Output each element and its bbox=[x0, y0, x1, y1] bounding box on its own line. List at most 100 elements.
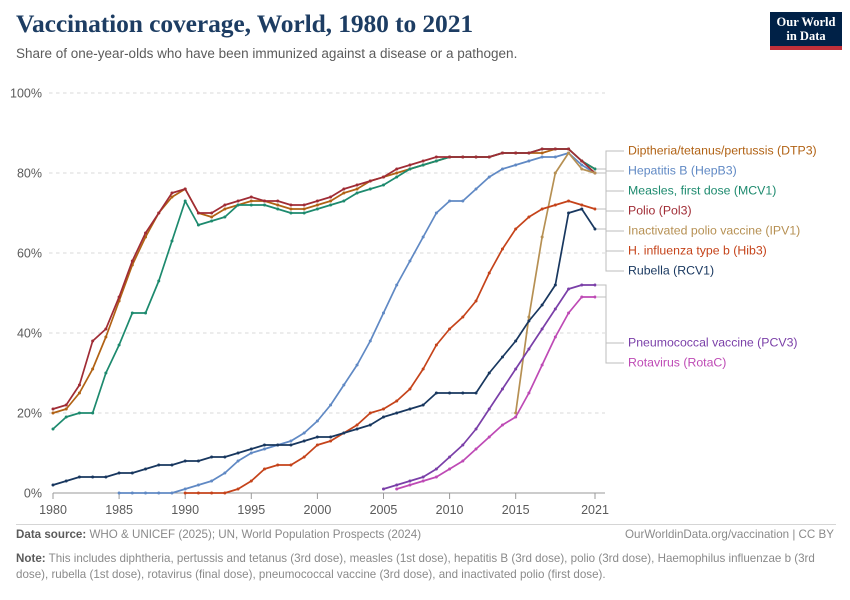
data-point[interactable] bbox=[527, 215, 531, 219]
data-point[interactable] bbox=[223, 455, 227, 459]
data-point[interactable] bbox=[540, 151, 544, 155]
data-point[interactable] bbox=[421, 235, 425, 239]
data-point[interactable] bbox=[249, 195, 253, 199]
data-point[interactable] bbox=[157, 491, 161, 495]
data-point[interactable] bbox=[117, 343, 121, 347]
legend-entry-4[interactable]: Inactivated polio vaccine (IPV1) bbox=[597, 172, 800, 237]
data-point[interactable] bbox=[540, 327, 544, 331]
data-point[interactable] bbox=[540, 155, 544, 159]
data-point[interactable] bbox=[183, 187, 187, 191]
data-point[interactable] bbox=[302, 455, 306, 459]
data-point[interactable] bbox=[461, 391, 465, 395]
data-point[interactable] bbox=[395, 399, 399, 403]
data-point[interactable] bbox=[263, 203, 267, 207]
data-point[interactable] bbox=[368, 423, 372, 427]
data-point[interactable] bbox=[223, 203, 227, 207]
data-point[interactable] bbox=[408, 387, 412, 391]
data-point[interactable] bbox=[355, 423, 359, 427]
data-point[interactable] bbox=[368, 411, 372, 415]
data-point[interactable] bbox=[342, 431, 346, 435]
data-point[interactable] bbox=[381, 407, 385, 411]
data-point[interactable] bbox=[527, 347, 531, 351]
data-point[interactable] bbox=[487, 175, 491, 179]
data-point[interactable] bbox=[448, 199, 452, 203]
data-point[interactable] bbox=[289, 211, 293, 215]
data-point[interactable] bbox=[249, 479, 253, 483]
data-point[interactable] bbox=[77, 475, 81, 479]
data-point[interactable] bbox=[302, 203, 306, 207]
series-line[interactable] bbox=[52, 208, 596, 486]
data-point[interactable] bbox=[223, 215, 227, 219]
data-point[interactable] bbox=[329, 195, 333, 199]
data-point[interactable] bbox=[117, 471, 121, 475]
data-point[interactable] bbox=[368, 179, 372, 183]
data-point[interactable] bbox=[263, 467, 267, 471]
data-point[interactable] bbox=[434, 159, 438, 163]
data-point[interactable] bbox=[130, 259, 134, 263]
data-point[interactable] bbox=[500, 151, 504, 155]
data-point[interactable] bbox=[51, 407, 55, 411]
data-point[interactable] bbox=[210, 479, 214, 483]
data-point[interactable] bbox=[540, 363, 544, 367]
data-point[interactable] bbox=[500, 247, 504, 251]
data-point[interactable] bbox=[91, 411, 95, 415]
our-world-in-data-logo[interactable]: Our World in Data bbox=[770, 12, 842, 50]
data-point[interactable] bbox=[434, 467, 438, 471]
data-point[interactable] bbox=[276, 203, 280, 207]
data-point[interactable] bbox=[567, 287, 571, 291]
data-point[interactable] bbox=[474, 447, 478, 451]
data-point[interactable] bbox=[395, 171, 399, 175]
data-point[interactable] bbox=[553, 283, 557, 287]
data-point[interactable] bbox=[249, 199, 253, 203]
data-point[interactable] bbox=[51, 411, 55, 415]
data-point[interactable] bbox=[315, 435, 319, 439]
data-point[interactable] bbox=[500, 355, 504, 359]
legend-entry-7[interactable]: Pneumococcal vaccine (PCV3) bbox=[597, 284, 798, 349]
data-point[interactable] bbox=[315, 199, 319, 203]
data-point[interactable] bbox=[263, 447, 267, 451]
legend-entry-6[interactable]: Rubella (RCV1) bbox=[597, 228, 714, 277]
data-point[interactable] bbox=[421, 479, 425, 483]
data-point[interactable] bbox=[302, 211, 306, 215]
data-point[interactable] bbox=[474, 155, 478, 159]
data-point[interactable] bbox=[64, 407, 68, 411]
data-point[interactable] bbox=[580, 283, 584, 287]
data-point[interactable] bbox=[540, 303, 544, 307]
data-point[interactable] bbox=[196, 211, 200, 215]
data-point[interactable] bbox=[474, 187, 478, 191]
data-point[interactable] bbox=[540, 207, 544, 211]
data-point[interactable] bbox=[157, 463, 161, 467]
series-line[interactable] bbox=[118, 152, 596, 494]
data-point[interactable] bbox=[434, 391, 438, 395]
data-point[interactable] bbox=[210, 211, 214, 215]
data-point[interactable] bbox=[368, 187, 372, 191]
data-point[interactable] bbox=[183, 491, 187, 495]
data-point[interactable] bbox=[355, 427, 359, 431]
data-point[interactable] bbox=[157, 279, 161, 283]
data-point[interactable] bbox=[514, 227, 518, 231]
data-point[interactable] bbox=[329, 435, 333, 439]
data-point[interactable] bbox=[593, 283, 597, 287]
data-point[interactable] bbox=[461, 443, 465, 447]
data-point[interactable] bbox=[170, 491, 174, 495]
data-point[interactable] bbox=[580, 167, 584, 171]
data-point[interactable] bbox=[448, 391, 452, 395]
data-point[interactable] bbox=[183, 199, 187, 203]
data-point[interactable] bbox=[567, 199, 571, 203]
data-point[interactable] bbox=[580, 207, 584, 211]
data-point[interactable] bbox=[249, 447, 253, 451]
data-point[interactable] bbox=[448, 327, 452, 331]
data-point[interactable] bbox=[474, 427, 478, 431]
data-point[interactable] bbox=[448, 467, 452, 471]
data-point[interactable] bbox=[77, 411, 81, 415]
data-point[interactable] bbox=[408, 483, 412, 487]
data-point[interactable] bbox=[408, 479, 412, 483]
data-point[interactable] bbox=[434, 475, 438, 479]
data-point[interactable] bbox=[302, 431, 306, 435]
data-point[interactable] bbox=[474, 391, 478, 395]
series-line[interactable] bbox=[52, 148, 596, 430]
data-point[interactable] bbox=[448, 155, 452, 159]
data-point[interactable] bbox=[342, 383, 346, 387]
data-point[interactable] bbox=[144, 467, 148, 471]
data-point[interactable] bbox=[289, 439, 293, 443]
